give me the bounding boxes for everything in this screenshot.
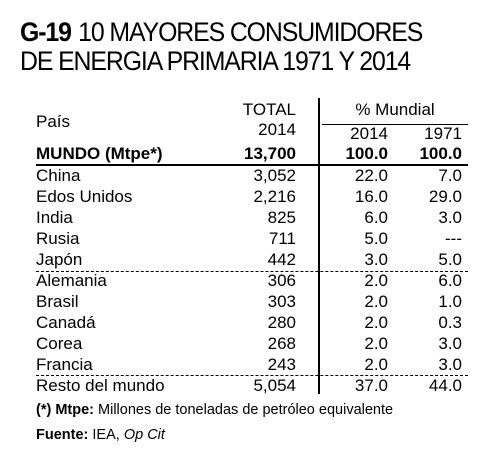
country-share-1971: 29.0 (428, 187, 462, 206)
title-line-1: G-19 10 MAYORES CONSUMIDORES (20, 18, 452, 47)
country-name: Rusia (36, 229, 80, 248)
country-share-2014: 2.0 (364, 355, 388, 374)
source-ref: Op Cit (123, 427, 165, 443)
country-share-2014: 6.0 (364, 208, 388, 227)
country-total: 5,054 (253, 376, 296, 395)
country-share-1971: --- (445, 229, 462, 248)
header-1971: 1971 (424, 124, 462, 143)
country-total: 711 (268, 229, 296, 248)
header-total: TOTAL (242, 100, 296, 119)
country-share-2014: 2.0 (364, 271, 388, 290)
country-total: 303 (267, 292, 296, 311)
country-share-2014: 5.0 (364, 229, 388, 248)
title-text-1: 10 MAYORES CONSUMIDORES (78, 17, 423, 47)
country-share-1971: 3.0 (438, 208, 462, 227)
country-share-1971: 6.0 (438, 271, 462, 290)
country-total: 268 (267, 334, 296, 353)
country-name: Corea (36, 334, 83, 353)
country-share-1971: 7.0 (438, 166, 462, 185)
chart-title: G-19 10 MAYORES CONSUMIDORES DE ENERGIA P… (20, 18, 452, 76)
country-name: China (36, 166, 81, 185)
country-share-1971: 3.0 (438, 334, 462, 353)
header-2014: 2014 (350, 124, 388, 143)
title-line-2: DE ENERGIA PRIMARIA 1971 Y 2014 (20, 46, 411, 76)
country-share-1971: 44.0 (428, 376, 462, 395)
country-share-1971: 0.3 (438, 313, 462, 332)
world-total: 13,700 (244, 144, 296, 163)
country-name: Resto del mundo (36, 376, 165, 395)
country-total: 442 (267, 250, 296, 269)
column-divider (318, 98, 320, 394)
country-total: 306 (267, 271, 296, 290)
country-name: Brasil (36, 292, 79, 311)
country-share-1971: 5.0 (438, 250, 462, 269)
country-share-2014: 16.0 (354, 187, 388, 206)
world-label: MUNDO (Mtpe*) (36, 144, 163, 163)
country-share-2014: 2.0 (364, 292, 388, 311)
country-name: India (36, 208, 73, 227)
header-rule (36, 164, 468, 166)
country-share-2014: 2.0 (364, 334, 388, 353)
footnote-text: Millones de toneladas de petróleo equiva… (98, 402, 394, 418)
country-total: 280 (267, 313, 296, 332)
country-share-2014: 2.0 (364, 313, 388, 332)
country-share-2014: 22.0 (354, 166, 388, 185)
country-share-1971: 3.0 (438, 355, 462, 374)
header-mundial: % Mundial (355, 100, 435, 119)
country-share-2014: 3.0 (364, 250, 388, 269)
country-total: 825 (267, 208, 296, 227)
country-total: 2,216 (253, 187, 296, 206)
source-label: Fuente: (36, 427, 89, 443)
mundial-underline (322, 124, 468, 125)
world-1971: 100.0 (419, 144, 462, 163)
country-total: 3,052 (253, 166, 296, 185)
group-divider-2 (36, 375, 468, 376)
country-name: Canadá (36, 313, 96, 332)
country-total: 243 (267, 355, 296, 374)
country-name: Japón (36, 250, 83, 269)
header-pais: País (36, 112, 71, 131)
footnote-mark: (*) Mtpe: (36, 402, 94, 418)
country-share-1971: 1.0 (438, 292, 462, 311)
header-total-year: 2014 (258, 120, 296, 139)
group-divider-1 (36, 271, 468, 272)
world-2014: 100.0 (345, 144, 388, 163)
country-name: Francia (36, 355, 93, 374)
country-name: Alemania (36, 271, 107, 290)
country-name: Edos Unidos (36, 187, 133, 206)
footnote: (*) Mtpe: Millones de toneladas de petró… (36, 401, 393, 419)
country-share-2014: 37.0 (354, 376, 388, 395)
source-note: Fuente: IEA, Op Cit (36, 426, 165, 444)
title-code: G-19 (20, 17, 72, 47)
source-org: IEA, (92, 427, 120, 443)
